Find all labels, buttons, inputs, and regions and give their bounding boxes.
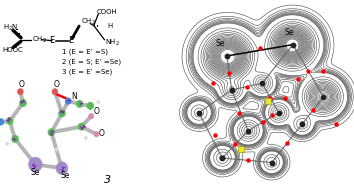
- Text: NH$_2$: NH$_2$: [105, 37, 120, 48]
- Text: E': E': [68, 36, 75, 45]
- Text: Se: Se: [215, 39, 224, 48]
- Circle shape: [0, 119, 4, 125]
- Text: O: O: [93, 107, 99, 116]
- Circle shape: [20, 99, 26, 107]
- Circle shape: [58, 110, 65, 117]
- Circle shape: [76, 100, 83, 108]
- Text: Se: Se: [60, 171, 69, 180]
- Circle shape: [88, 114, 93, 119]
- Text: 3: 3: [104, 175, 112, 185]
- Circle shape: [29, 157, 42, 172]
- Circle shape: [94, 132, 99, 137]
- Text: O: O: [19, 80, 25, 89]
- Text: E: E: [49, 36, 54, 45]
- Text: HOOC: HOOC: [3, 47, 23, 53]
- Circle shape: [52, 89, 58, 95]
- Circle shape: [56, 162, 68, 174]
- Circle shape: [65, 98, 71, 104]
- Text: 2 (E = S; E’ =Se): 2 (E = S; E’ =Se): [62, 59, 121, 65]
- Circle shape: [48, 129, 55, 136]
- Text: Se: Se: [31, 168, 40, 177]
- Circle shape: [12, 135, 18, 143]
- Text: H$_2$N: H$_2$N: [3, 22, 18, 33]
- Text: 1 (E = E’ =S): 1 (E = E’ =S): [62, 49, 108, 55]
- Circle shape: [17, 89, 23, 95]
- Text: 3 (E = E’ =Se): 3 (E = E’ =Se): [62, 68, 112, 75]
- Text: O: O: [53, 80, 59, 89]
- Text: Se: Se: [285, 28, 294, 37]
- Text: N: N: [71, 92, 76, 101]
- Circle shape: [87, 102, 93, 109]
- Text: CH$_2$: CH$_2$: [81, 17, 96, 27]
- Text: O: O: [98, 129, 104, 138]
- Text: CH$_2$: CH$_2$: [32, 35, 47, 45]
- Circle shape: [6, 142, 8, 145]
- Circle shape: [84, 136, 87, 140]
- Circle shape: [6, 117, 13, 125]
- Text: H: H: [107, 22, 112, 29]
- Circle shape: [97, 100, 100, 104]
- Text: COOH: COOH: [96, 9, 117, 15]
- Circle shape: [78, 123, 85, 130]
- Circle shape: [55, 148, 58, 151]
